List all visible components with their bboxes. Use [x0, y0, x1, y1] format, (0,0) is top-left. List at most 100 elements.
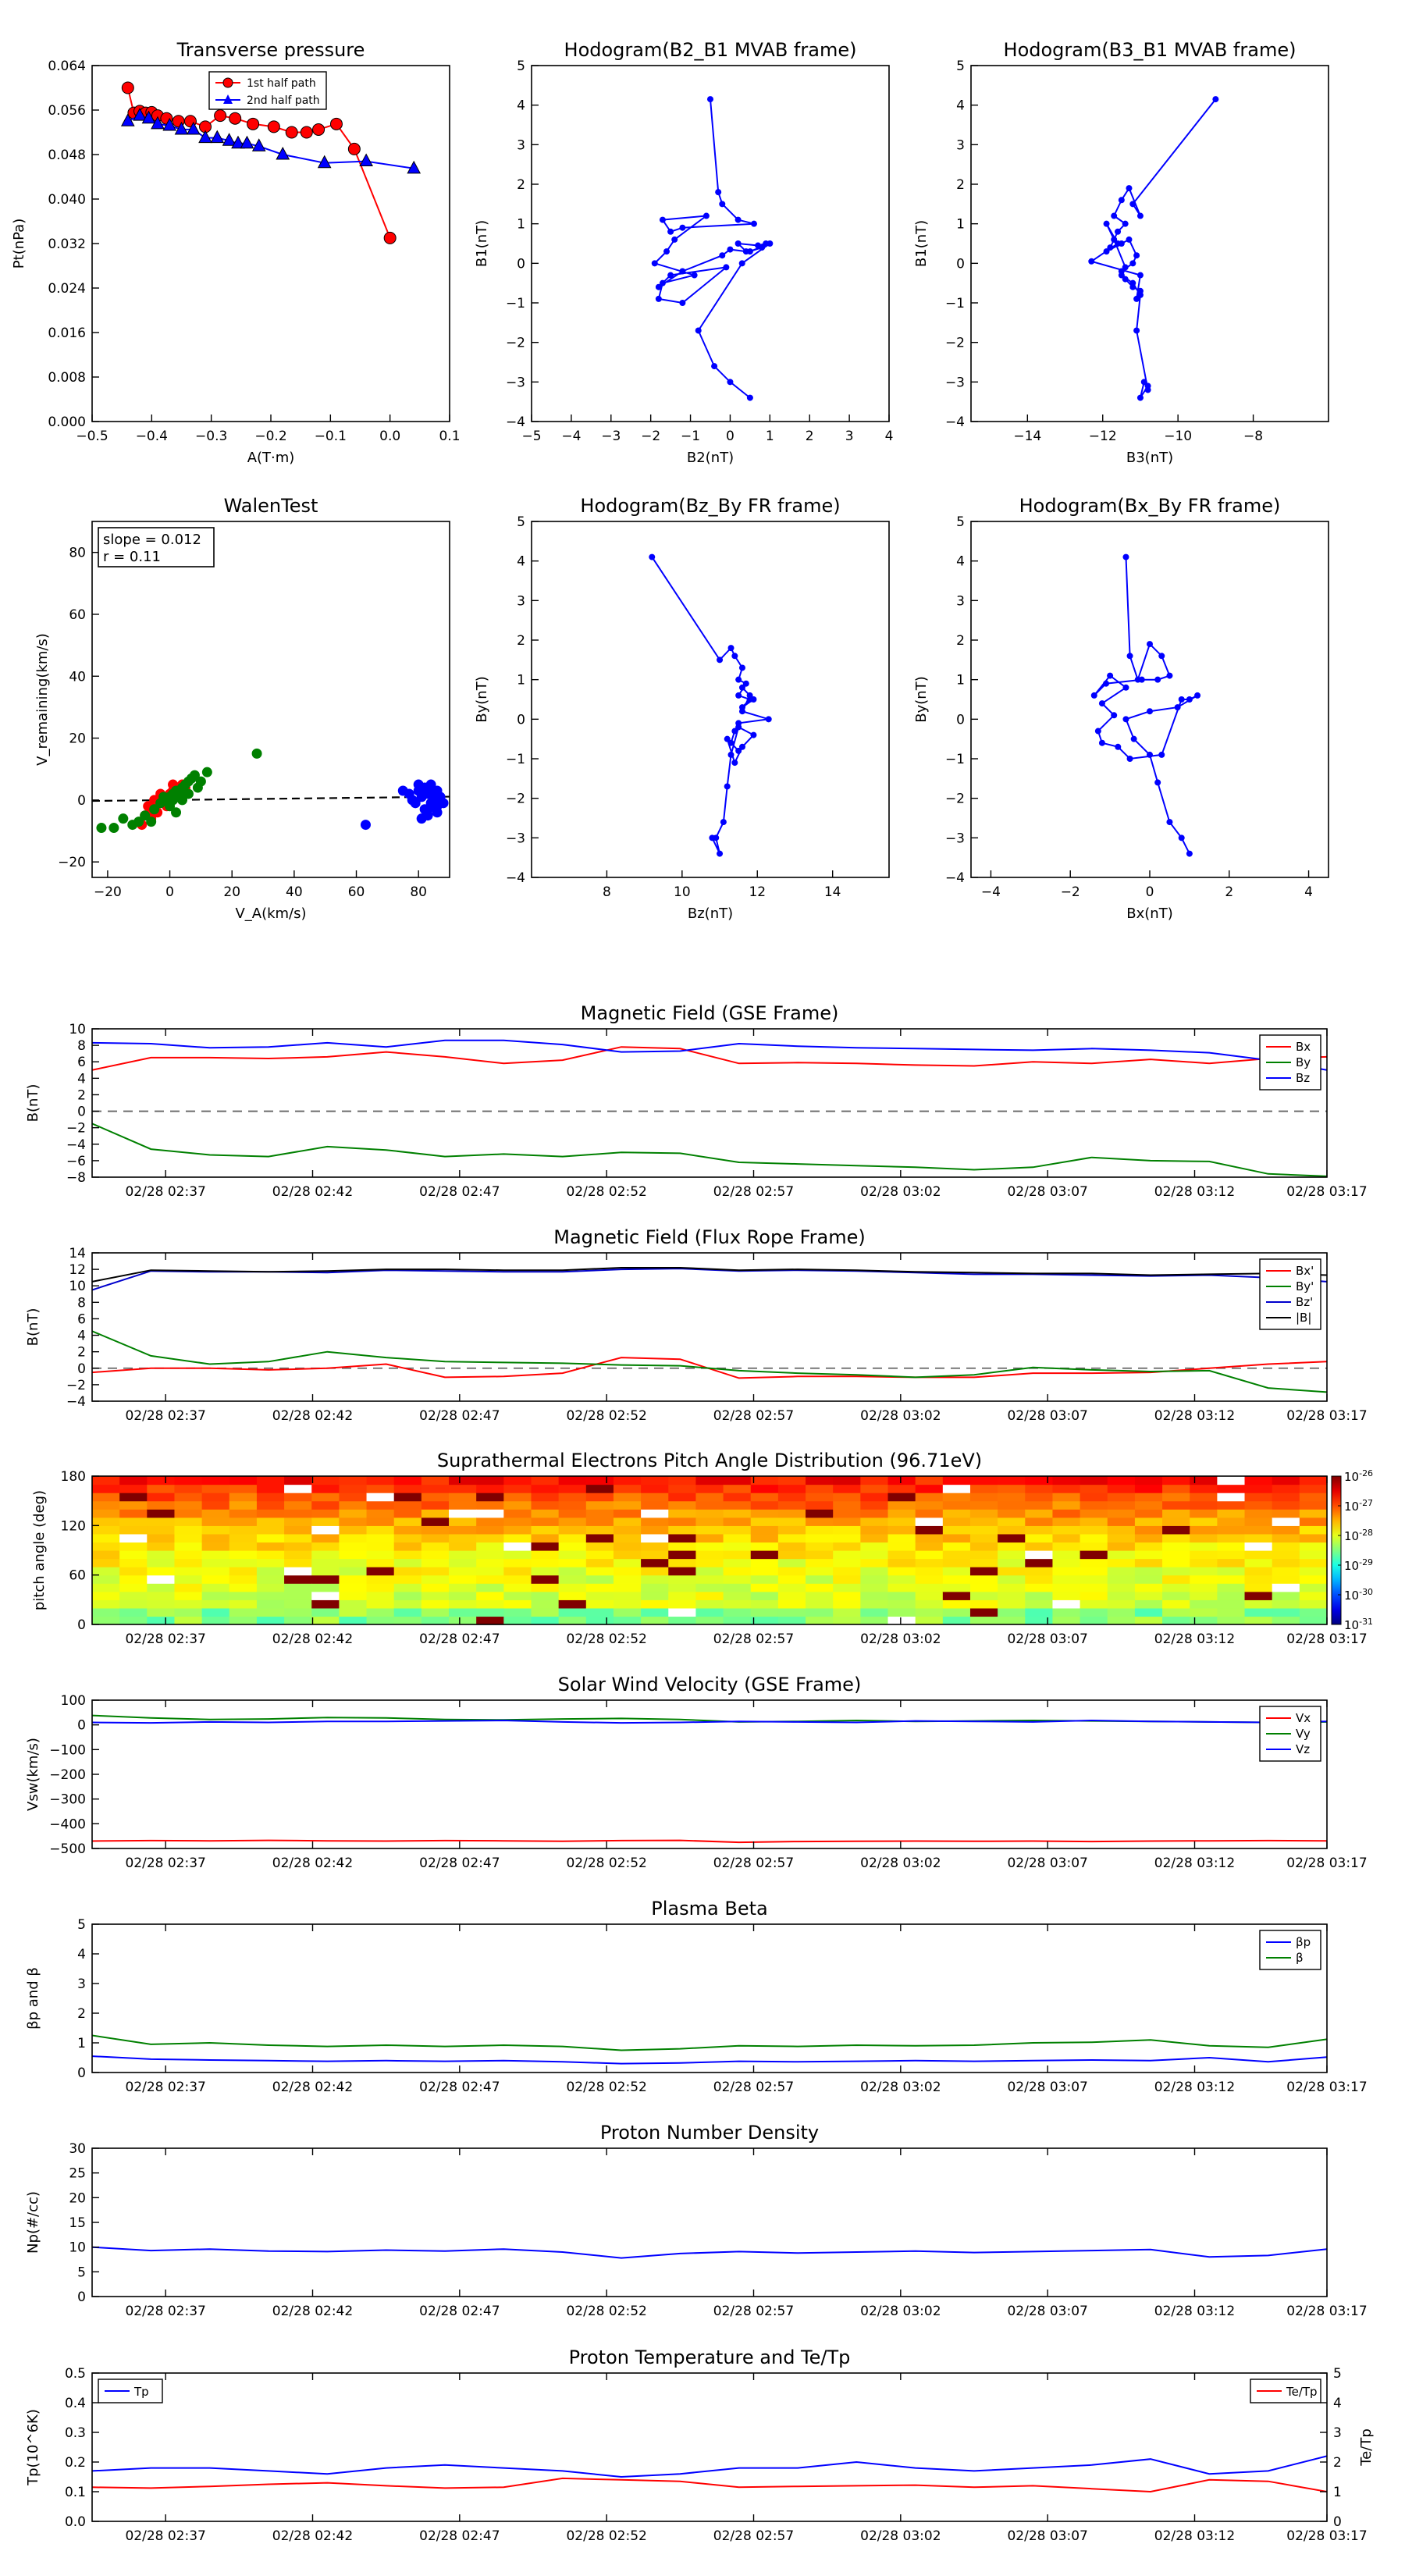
heatmap-cell [942, 1476, 971, 1485]
heatmap-cell [613, 1574, 642, 1584]
data-point [247, 117, 260, 130]
y-tick-label: −2 [66, 1121, 86, 1137]
heatmap-cell [1052, 1484, 1081, 1493]
heatmap-cell [723, 1533, 752, 1543]
heatmap-cell [256, 1574, 285, 1584]
heatmap-cell [998, 1542, 1026, 1551]
data-point [731, 653, 738, 660]
heatmap-cell [695, 1583, 724, 1592]
heatmap-cell [201, 1558, 230, 1567]
data-point [276, 146, 290, 160]
data-point [1103, 220, 1110, 227]
legend-label: β [1296, 1951, 1304, 1965]
y-tick-label: 1 [1333, 2485, 1342, 2500]
heatmap-cell [641, 1525, 669, 1535]
legend-label: Te/Tp [1286, 2385, 1318, 2399]
x-tick-label: 3 [845, 429, 854, 444]
heatmap-cell [503, 1500, 532, 1510]
heatmap-cell [806, 1616, 834, 1625]
heatmap-cell [833, 1583, 861, 1592]
heatmap-cell [750, 1550, 779, 1560]
heatmap-cell [1162, 1484, 1190, 1493]
data-point [1118, 272, 1125, 279]
heatmap-cell [393, 1509, 422, 1518]
data-point [162, 117, 177, 131]
heatmap-cell [92, 1476, 120, 1485]
heatmap-cell [229, 1591, 258, 1600]
heatmap-cell [833, 1509, 861, 1518]
heatmap-cell [421, 1484, 450, 1493]
heatmap-cell [1299, 1599, 1328, 1609]
y-tick-label: 80 [69, 546, 86, 561]
x-tick-label: 02/28 02:37 [125, 1184, 205, 1200]
heatmap-cell [1162, 1599, 1190, 1609]
heatmap-cell [1134, 1517, 1163, 1526]
data-point [735, 724, 742, 731]
heatmap-cell [311, 1616, 340, 1625]
x-tick-label: 02/28 03:12 [1154, 2528, 1235, 2544]
x-tick-label: 02/28 03:12 [1154, 1631, 1235, 1647]
x-tick-label: −0.1 [315, 429, 347, 444]
y-tick-label: 3 [956, 137, 965, 153]
chart-magnetic-field-fr: Magnetic Field (Flux Rope Frame) 02/28 02… [25, 1226, 1368, 1424]
y-tick-label: 1 [517, 217, 525, 233]
heatmap-cell [339, 1476, 368, 1485]
heatmap-cell [311, 1591, 340, 1600]
heatmap-cell [806, 1500, 834, 1510]
heatmap-cell [942, 1599, 971, 1609]
heatmap-cell [641, 1583, 669, 1592]
data-point [735, 216, 742, 223]
x-tick-label: 02/28 02:42 [272, 1408, 353, 1424]
heatmap-cell [284, 1583, 312, 1592]
heatmap-cell [1190, 1533, 1218, 1543]
y-tick-label: −4 [66, 1137, 86, 1153]
heatmap-cell [777, 1574, 806, 1584]
heatmap-cell [860, 1567, 889, 1576]
series-By [92, 1123, 1327, 1177]
legend-label: 2nd half path [247, 94, 320, 107]
plot-area [649, 553, 772, 857]
y-axis-label: Np(#/cc) [25, 2191, 41, 2254]
heatmap-cell [229, 1558, 258, 1567]
heatmap-cell [860, 1574, 889, 1584]
heatmap-cell [339, 1533, 368, 1543]
heatmap-cell [998, 1500, 1026, 1510]
y-tick-label: 1 [77, 2036, 86, 2051]
y-tick-label: 14 [69, 1246, 86, 1261]
heatmap-cell [942, 1517, 971, 1526]
heatmap-cell [256, 1583, 285, 1592]
heatmap-cell [641, 1493, 669, 1502]
data-point [738, 708, 745, 715]
data-point [707, 96, 713, 103]
y-tick-label: −3 [945, 375, 965, 390]
heatmap-cell [201, 1550, 230, 1560]
x-tick-label: 02/28 03:07 [1007, 1408, 1087, 1424]
heatmap-cell [119, 1574, 148, 1584]
heatmap-cell [695, 1517, 724, 1526]
heatmap-cell [1134, 1533, 1163, 1543]
heatmap-cell [860, 1517, 889, 1526]
heatmap-cell [229, 1567, 258, 1576]
heatmap-cell [339, 1525, 368, 1535]
heatmap-cell [833, 1533, 861, 1543]
y-tick-label: 4 [77, 1071, 86, 1087]
heatmap-cell [201, 1476, 230, 1485]
heatmap-cell [668, 1484, 697, 1493]
heatmap-cell [339, 1517, 368, 1526]
data-point [724, 735, 731, 742]
heatmap-cell [311, 1583, 340, 1592]
heatmap-cell [1190, 1607, 1218, 1617]
heatmap-cell [119, 1500, 148, 1510]
heatmap-cell [860, 1493, 889, 1502]
x-tick-label: 02/28 03:17 [1286, 2304, 1367, 2319]
heatmap-cell [887, 1493, 916, 1502]
heatmap-cell [668, 1599, 697, 1609]
heatmap-cell [366, 1599, 395, 1609]
heatmap-cell [723, 1484, 752, 1493]
series-2nd-half-path [120, 108, 422, 174]
heatmap-cell [723, 1583, 752, 1592]
heatmap-cell [806, 1509, 834, 1518]
x-tick-label: 0.0 [379, 429, 400, 444]
heatmap-cell [1299, 1607, 1328, 1617]
heatmap-cell [750, 1484, 779, 1493]
